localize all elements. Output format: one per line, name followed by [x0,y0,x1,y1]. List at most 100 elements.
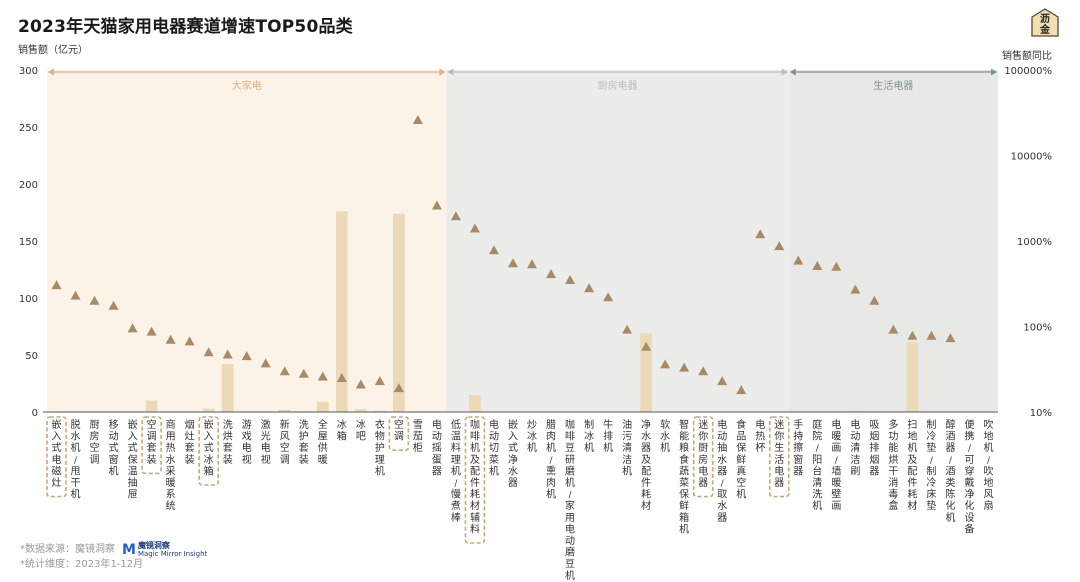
highlight-box [768,416,790,498]
x-tick-label: 制冷垫/制冷床垫 [926,418,936,512]
x-tick-label: 制冰机 [584,418,594,454]
y-tick-left: 200 [19,180,38,191]
y-tick-left: 250 [19,123,38,134]
bar [469,394,481,412]
growth-marker [203,347,214,357]
x-tick-label: 智能粮食蔬菜保鲜箱机 [679,418,689,535]
x-tick-label: 食品保鲜真空机 [736,418,746,501]
x-tick-label: 全屋供暖 [318,418,328,466]
x-tick-label: 炒冰机 [527,419,537,454]
section-label: 大家电 [232,79,262,92]
bar [925,411,938,412]
bar [716,411,729,412]
growth-marker [165,334,176,344]
x-tick-label: 嵌入式净水器 [508,419,518,489]
growth-marker [926,330,937,340]
growth-marker [622,324,633,334]
section-background [446,70,789,412]
bar [50,411,63,412]
growth-marker [869,295,880,305]
x-tick-label: 咖啡机及配件耗材辅料 [470,419,480,535]
growth-marker [412,115,423,125]
growth-marker [51,280,62,290]
x-tick-label: 烟灶套装 [185,418,195,466]
growth-marker [888,324,899,334]
bar [906,342,919,412]
brand-logo: M 魔镜洞察 Magic Mirror Insight [122,541,208,559]
x-tick-label: 迷你生活电器 [774,419,784,489]
y-tick-left: 150 [19,237,38,248]
growth-marker [393,383,404,393]
bar [773,411,786,412]
x-tick-label: 牛排机 [603,418,613,454]
bar [316,401,329,412]
logo-text-top: 沥 [1040,12,1050,25]
growth-marker [89,295,100,305]
growth-marker [717,376,728,386]
x-tick-label: 雪茄柜 [413,419,423,454]
x-tick-label: 腊肉机/熏肉机 [546,419,556,501]
growth-marker [641,341,652,351]
growth-marker [469,223,480,233]
brand-name: 魔镜洞察 [137,541,170,550]
bar [145,400,158,412]
brand-sub: Magic Mirror Insight [137,550,208,558]
y-tick-right: 100% [1023,323,1052,334]
section-arrow-right [991,68,997,76]
bar [354,409,367,412]
growth-marker [774,241,785,251]
x-tick-label: 软水机 [660,418,670,454]
x-tick-label: 洗烘套装 [223,419,233,466]
bar [373,410,386,412]
y-tick-right: 100000% [1004,66,1052,77]
growth-marker [527,259,538,269]
chart-title: 2023年天猫家用电器赛道增速TOP50品类 [18,17,353,37]
x-tick-label: 扫地机及配件耗材 [907,418,917,512]
growth-marker [679,362,690,372]
x-tick-label: 手持擦窗器 [793,418,803,477]
bar [640,333,653,412]
growth-marker [850,284,861,294]
x-tick-label: 电动清洁刷 [850,418,860,477]
x-tick-label: 电热杯 [755,418,765,454]
growth-marker [660,359,671,369]
growth-marker [70,290,81,300]
growth-marker [831,261,842,271]
x-tick-label: 洗护套装 [299,419,309,466]
x-tick-label: 便携/可穿戴净化设备 [964,418,974,535]
x-tick-label: 油污清洁机 [622,418,632,477]
growth-marker [241,351,252,361]
highlight-box [464,416,486,544]
growth-marker [431,200,442,210]
growth-marker [374,376,385,386]
bar [392,213,405,412]
bar [278,409,291,412]
growth-marker [450,211,461,221]
bar [297,411,310,412]
growth-marker [603,292,614,302]
x-tick-label: 吹地机/吹地风扇 [983,418,993,512]
section-label: 厨房电器 [598,79,638,92]
x-tick-label: 激光电视 [261,418,271,466]
bar [126,411,139,412]
growth-marker [907,330,918,340]
footnotes: *数据来源：魔镜洞察 *统计维度：2023年1-12月 [20,542,143,572]
growth-marker [355,379,366,389]
bar [259,411,272,412]
period-note: *统计维度：2023年1-12月 [20,559,144,570]
x-tick-label: 衣物护理机 [375,418,385,477]
x-tick-label: 电动切菜机 [489,418,499,477]
x-tick-label: 移动式窗机 [109,418,119,477]
x-tick-label: 厨房空调 [90,419,100,466]
section-arrow-left [48,68,54,76]
bar [164,411,177,412]
growth-marker [507,258,518,268]
x-tick-label: 多功能烘干消毒盒 [888,418,898,512]
growth-marker [565,274,576,284]
x-tick-label: 电动抽水器/取水器 [717,418,727,524]
section-arrow-left [789,68,796,76]
section-background [788,70,998,412]
section-arrow-right [781,68,788,76]
x-tick-label: 冰吧 [356,418,366,443]
section-arrow-left [447,68,454,76]
